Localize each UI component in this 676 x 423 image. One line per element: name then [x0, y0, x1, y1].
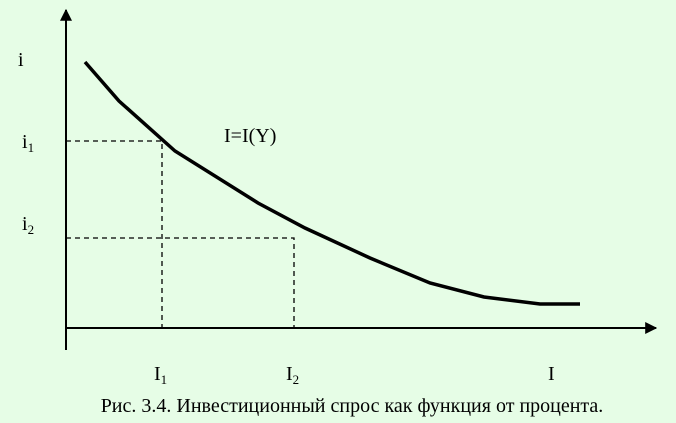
investment-base: I — [286, 363, 293, 385]
investment-label: I1 — [154, 363, 167, 387]
investment-base: I — [154, 363, 161, 385]
y-axis-label: i — [18, 49, 24, 71]
caption: Рис. 3.4. Инвестиционный спрос как функц… — [101, 395, 604, 417]
investment-label: I2 — [286, 363, 299, 387]
investment-sub: 1 — [161, 372, 168, 387]
rate-base: i — [22, 213, 28, 235]
curve-label: I=I(Y) — [224, 125, 276, 147]
rate-sub: 2 — [28, 222, 35, 237]
demand-curve — [83, 60, 580, 306]
rate-label: i2 — [22, 213, 34, 237]
dashed-guide — [66, 140, 163, 328]
rate-sub: 1 — [28, 140, 35, 155]
rate-base: i — [22, 131, 28, 153]
x-axis-label: I — [548, 363, 555, 385]
investment-sub: 2 — [293, 372, 300, 387]
dashed-guide — [66, 237, 295, 328]
rate-label: i1 — [22, 131, 34, 155]
